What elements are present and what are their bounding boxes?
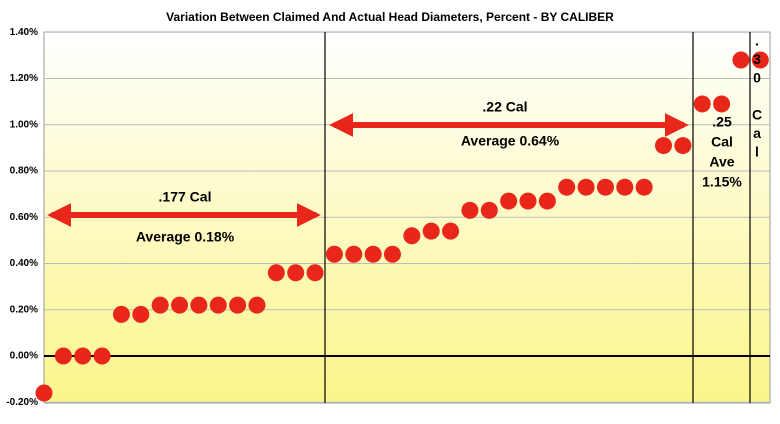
annotation: Ave <box>709 154 734 170</box>
point <box>713 95 731 113</box>
point <box>54 347 72 365</box>
point <box>461 201 479 219</box>
y-tick-label: -0.20% <box>6 397 38 408</box>
point <box>287 264 305 282</box>
point <box>248 296 266 314</box>
annotation: . <box>755 33 759 49</box>
y-tick-label: 0.80% <box>10 166 38 177</box>
point <box>35 384 53 402</box>
point <box>693 95 711 113</box>
y-tick-label: 0.40% <box>10 258 38 269</box>
y-tick-label: 0.20% <box>10 304 38 315</box>
annotation: .22 Cal <box>482 99 527 115</box>
annotation: 0 <box>753 70 761 86</box>
annotation: 3 <box>753 51 761 67</box>
point <box>674 137 692 155</box>
chart-title: Variation Between Claimed And Actual Hea… <box>166 10 614 24</box>
point <box>151 296 169 314</box>
point <box>480 201 498 219</box>
point <box>229 296 247 314</box>
point <box>519 192 537 210</box>
point <box>383 245 401 263</box>
point <box>364 245 382 263</box>
point <box>74 347 92 365</box>
point <box>325 245 343 263</box>
point <box>616 178 634 196</box>
point <box>751 51 769 69</box>
y-tick-label: 1.20% <box>10 73 38 84</box>
annotation: a <box>753 125 761 141</box>
point <box>190 296 208 314</box>
y-tick-label: 0.00% <box>10 351 38 362</box>
annotation: l <box>755 144 759 160</box>
point <box>442 222 460 240</box>
point <box>403 227 421 245</box>
annotation: Cal <box>711 134 733 150</box>
point <box>538 192 556 210</box>
point <box>655 137 673 155</box>
y-tick-label: 1.40% <box>10 27 38 38</box>
point <box>209 296 227 314</box>
point <box>596 178 614 196</box>
annotation: .25 <box>712 114 732 130</box>
y-tick-label: 0.60% <box>10 212 38 223</box>
point <box>93 347 111 365</box>
point <box>558 178 576 196</box>
annotation: C <box>752 107 762 123</box>
point <box>112 305 130 323</box>
point <box>267 264 285 282</box>
y-tick-label: 1.00% <box>10 119 38 130</box>
annotation: Average 0.64% <box>461 133 560 149</box>
point <box>577 178 595 196</box>
annotation: 1.15% <box>702 174 742 190</box>
point <box>732 51 750 69</box>
point <box>500 192 518 210</box>
point <box>132 305 150 323</box>
point <box>345 245 363 263</box>
point <box>306 264 324 282</box>
point <box>635 178 653 196</box>
point <box>171 296 189 314</box>
annotation: .177 Cal <box>159 189 212 205</box>
annotation: Average 0.18% <box>136 229 235 245</box>
point <box>422 222 440 240</box>
